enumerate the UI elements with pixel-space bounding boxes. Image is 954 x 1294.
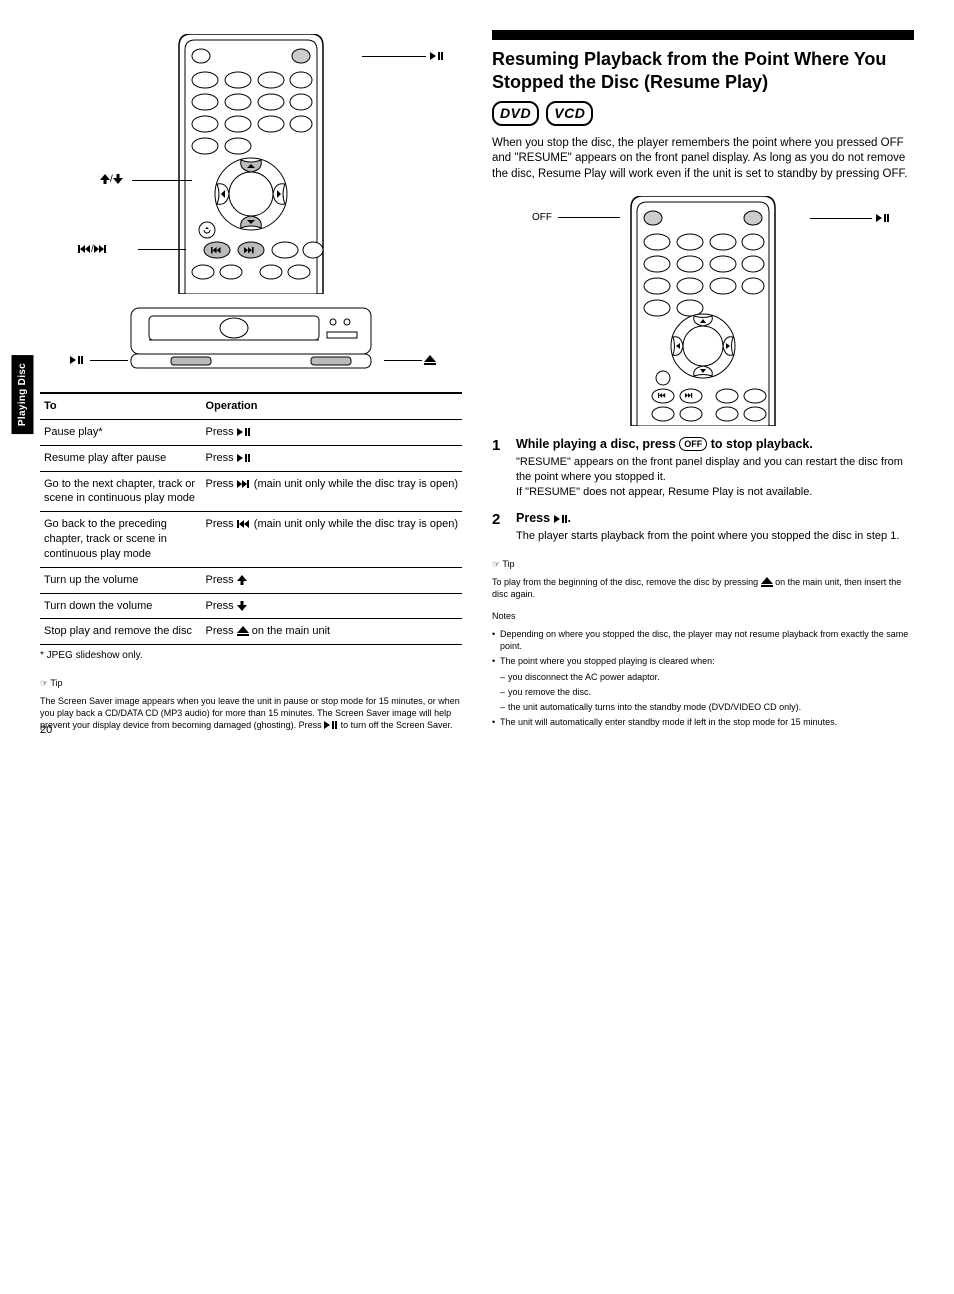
note-item: The unit will automatically enter standb… bbox=[492, 716, 914, 728]
tip-title-left: ☞ Tip bbox=[40, 677, 462, 689]
table-cell-to: Go back to the preceding chapter, track … bbox=[40, 512, 202, 568]
badge-vcd: VCD bbox=[546, 101, 593, 126]
callout-off: OFF bbox=[532, 211, 552, 225]
table-cell-to: Pause play* bbox=[40, 419, 202, 445]
note-item: The point where you stopped playing is c… bbox=[492, 655, 914, 713]
note-subitem: you disconnect the AC power adaptor. bbox=[500, 671, 914, 683]
side-tab: Playing Disc bbox=[12, 355, 34, 434]
tip-body-right: To play from the beginning of the disc, … bbox=[492, 576, 914, 600]
table-header-op: Operation bbox=[202, 393, 462, 419]
steps-list: 1 While playing a disc, press OFF to sto… bbox=[492, 436, 914, 543]
tip-title-right: ☞ Tip bbox=[492, 558, 914, 570]
remote-illustration-right: OFF bbox=[492, 196, 914, 426]
table-row: Pause play*Press bbox=[40, 419, 462, 445]
step-1: 1 While playing a disc, press OFF to sto… bbox=[492, 436, 914, 499]
table-cell-op: Press bbox=[202, 419, 462, 445]
operations-table: To Operation Pause play*Press Resume pla… bbox=[40, 392, 462, 645]
table-cell-op: Press (main unit only while the disc tra… bbox=[202, 512, 462, 568]
callout-up-down: / bbox=[100, 173, 123, 187]
table-row: Turn up the volumePress bbox=[40, 567, 462, 593]
callout-unit-play bbox=[70, 354, 84, 368]
note-subitem: the unit automatically turns into the st… bbox=[500, 701, 914, 713]
table-row: Go back to the preceding chapter, track … bbox=[40, 512, 462, 568]
table-row: Go to the next chapter, track or scene i… bbox=[40, 471, 462, 512]
table-cell-to: Stop play and remove the disc bbox=[40, 619, 202, 645]
table-header-to: To bbox=[40, 393, 202, 419]
table-cell-op: Press bbox=[202, 445, 462, 471]
intro-text: When you stop the disc, the player remem… bbox=[492, 136, 914, 183]
badge-dvd: DVD bbox=[492, 101, 539, 126]
step-2: 2 Press . The player starts playback fro… bbox=[492, 510, 914, 544]
notes-block: Notes Depending on where you stopped the… bbox=[492, 610, 914, 728]
right-column: Resuming Playback from the Point Where Y… bbox=[492, 30, 914, 737]
table-cell-op: Press (main unit only while the disc tra… bbox=[202, 471, 462, 512]
header-rule bbox=[492, 30, 914, 40]
callout-play-pause-r bbox=[876, 212, 890, 226]
table-cell-op: Press on the main unit bbox=[202, 619, 462, 645]
unit-illustration bbox=[40, 304, 462, 374]
table-cell-op: Press bbox=[202, 593, 462, 619]
remote-illustration-left: / / bbox=[40, 34, 462, 294]
table-cell-op: Press bbox=[202, 567, 462, 593]
off-button-label: OFF bbox=[679, 437, 707, 451]
table-cell-to: Turn up the volume bbox=[40, 567, 202, 593]
callout-unit-eject bbox=[424, 354, 436, 368]
format-badges: DVD VCD bbox=[492, 101, 914, 126]
left-column: / / bbox=[40, 30, 462, 737]
note-subitem: you remove the disc. bbox=[500, 686, 914, 698]
table-row: Turn down the volumePress bbox=[40, 593, 462, 619]
table-footnote: * JPEG slideshow only. bbox=[40, 649, 462, 663]
table-cell-to: Turn down the volume bbox=[40, 593, 202, 619]
note-item: Depending on where you stopped the disc,… bbox=[492, 628, 914, 652]
callout-prev-next: / bbox=[78, 243, 107, 257]
callout-play-pause bbox=[430, 50, 444, 64]
table-cell-to: Go to the next chapter, track or scene i… bbox=[40, 471, 202, 512]
table-row: Stop play and remove the discPress on th… bbox=[40, 619, 462, 645]
table-row: Resume play after pausePress bbox=[40, 445, 462, 471]
heading: Resuming Playback from the Point Where Y… bbox=[492, 48, 914, 93]
tip-body-left: The Screen Saver image appears when you … bbox=[40, 695, 462, 731]
page-number: 20 bbox=[40, 723, 52, 738]
table-cell-to: Resume play after pause bbox=[40, 445, 202, 471]
